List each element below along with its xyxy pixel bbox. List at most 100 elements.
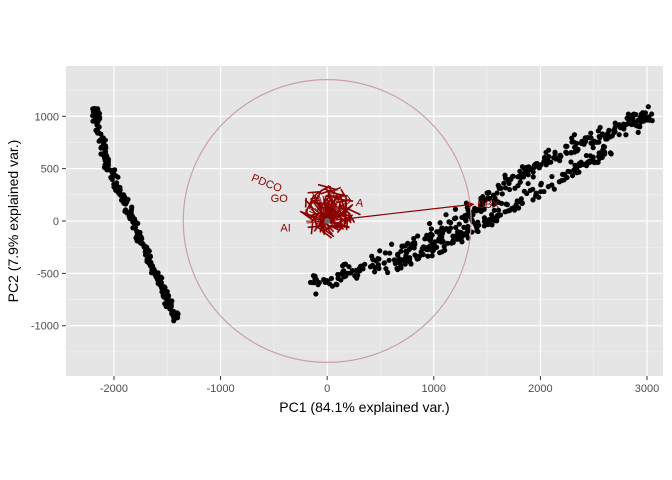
variable-label-glyph <box>307 211 324 218</box>
data-point <box>121 194 128 200</box>
data-point <box>386 257 392 263</box>
data-point <box>375 262 382 268</box>
variable-label-glyph <box>322 226 331 234</box>
data-point <box>551 186 557 192</box>
data-point <box>442 247 448 253</box>
data-point <box>376 256 382 262</box>
data-point <box>96 116 103 122</box>
data-point <box>142 252 149 258</box>
data-point <box>139 240 145 246</box>
data-point <box>530 174 536 180</box>
data-point <box>599 150 605 156</box>
data-point <box>585 135 591 141</box>
data-point <box>526 167 532 173</box>
data-point <box>516 205 522 211</box>
data-point <box>638 111 645 117</box>
data-point <box>632 122 639 128</box>
data-point <box>450 237 456 243</box>
data-point <box>524 190 530 197</box>
variable-label: GO <box>271 193 289 205</box>
data-point <box>381 260 387 266</box>
data-point <box>454 229 461 235</box>
data-point <box>553 156 559 162</box>
variable-label-bbx: BBX <box>477 199 500 211</box>
data-point <box>164 301 171 307</box>
variable-label-glyph <box>329 224 340 229</box>
data-point <box>149 267 155 273</box>
data-point <box>571 132 578 138</box>
data-point <box>329 283 336 289</box>
data-point <box>482 216 488 222</box>
data-point <box>583 152 590 159</box>
data-point <box>541 188 547 195</box>
x-tick-label: -1000 <box>207 383 235 395</box>
data-point <box>486 195 493 202</box>
data-point <box>470 212 476 218</box>
data-point <box>408 261 414 267</box>
data-point <box>495 207 502 213</box>
data-point <box>596 139 602 145</box>
data-point <box>412 239 418 246</box>
data-point <box>499 191 505 197</box>
data-point <box>572 168 578 174</box>
x-tick-label: 2000 <box>528 383 552 395</box>
data-point <box>563 149 569 155</box>
data-point <box>538 180 544 186</box>
data-point <box>567 169 573 175</box>
data-point <box>128 208 134 214</box>
data-point <box>586 158 592 164</box>
variable-label: A <box>343 192 354 206</box>
data-point <box>385 269 391 276</box>
data-point <box>462 231 468 237</box>
variable-label-glyph <box>330 221 350 228</box>
y-tick-label: -1000 <box>31 321 59 333</box>
variable-label-glyph <box>315 186 328 196</box>
data-point <box>355 272 361 278</box>
data-point <box>531 165 537 171</box>
data-point <box>536 194 542 200</box>
data-point <box>590 158 596 164</box>
grid-lines <box>66 66 663 376</box>
data-point <box>472 205 478 211</box>
data-point <box>429 253 435 259</box>
data-point <box>464 226 471 232</box>
data-point <box>633 111 639 118</box>
data-point <box>418 249 424 255</box>
data-point <box>437 220 443 226</box>
data-point <box>612 120 618 126</box>
data-point <box>443 212 449 218</box>
data-point <box>578 140 585 146</box>
data-point <box>382 250 388 256</box>
variable-label-glyph <box>310 222 314 235</box>
variable-label-glyph <box>325 194 343 198</box>
data-point <box>153 273 159 280</box>
variable-label-glyph <box>327 185 334 194</box>
data-point <box>574 140 580 146</box>
data-point <box>561 177 567 183</box>
variable-label-glyph <box>307 190 320 194</box>
data-point <box>477 202 484 208</box>
x-tick-label: 0 <box>324 383 330 395</box>
data-point <box>637 124 643 130</box>
data-point <box>340 268 346 274</box>
data-point <box>424 232 430 238</box>
data-point <box>129 204 135 210</box>
data-point <box>481 223 487 229</box>
data-point <box>172 313 178 320</box>
data-point <box>402 261 408 267</box>
data-point <box>625 111 632 117</box>
data-point <box>130 214 136 221</box>
data-point <box>439 234 445 240</box>
variable-label-glyph <box>317 183 338 191</box>
variable-label-glyph <box>318 224 335 238</box>
data-point <box>563 143 569 149</box>
data-point <box>503 201 509 207</box>
data-point <box>313 277 319 283</box>
data-point <box>94 127 100 133</box>
data-point <box>425 253 431 259</box>
data-point <box>597 135 603 141</box>
data-point <box>476 206 482 212</box>
data-point <box>627 116 634 122</box>
data-point <box>589 141 595 147</box>
data-point <box>456 221 462 227</box>
